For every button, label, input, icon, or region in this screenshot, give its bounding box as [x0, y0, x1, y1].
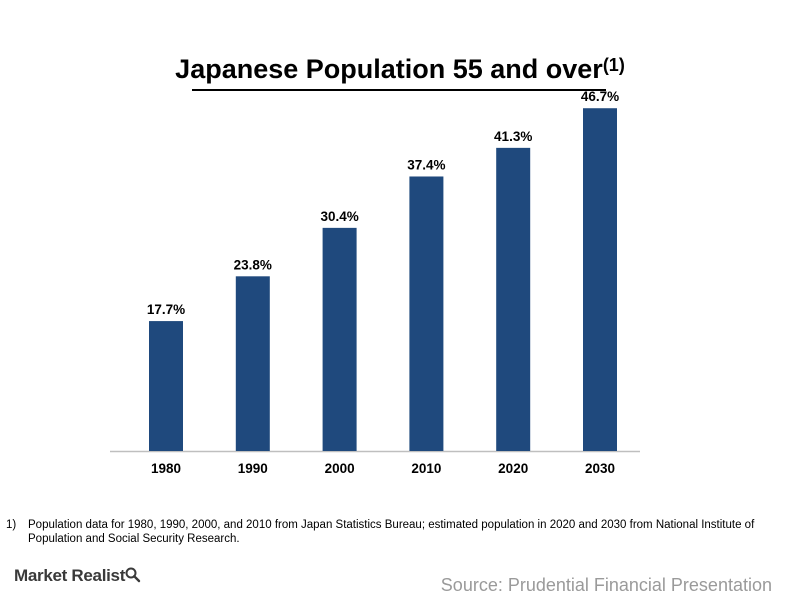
x-tick-label-2000: 2000 — [325, 461, 355, 476]
footnote-text: Population data for 1980, 1990, 2000, an… — [28, 519, 755, 545]
bar-1990 — [235, 276, 270, 451]
chart-title-superscript: (1) — [602, 55, 625, 75]
title-underline — [192, 89, 606, 91]
magnifier-icon — [125, 567, 141, 583]
chart-title: Japanese Population 55 and over(1) — [175, 52, 625, 86]
bar-1980 — [149, 321, 183, 451]
source-credit: Source: Prudential Financial Presentatio… — [440, 575, 772, 595]
data-label-2020: 41.3% — [494, 129, 532, 144]
brand-logo: Market Realist — [14, 566, 126, 585]
data-label-2000: 30.4% — [320, 209, 358, 224]
data-label-2010: 37.4% — [407, 157, 445, 172]
x-tick-label-2010: 2010 — [411, 461, 441, 476]
footnote-marker: 1) — [6, 519, 17, 531]
bar-2010 — [409, 176, 444, 451]
x-tick-label-2020: 2020 — [498, 461, 528, 476]
data-label-1980: 17.7% — [147, 302, 185, 317]
bar-2020 — [496, 147, 531, 451]
x-tick-label-2030: 2030 — [585, 461, 615, 476]
chart-title-text: Japanese Population 55 and over — [175, 54, 603, 84]
data-label-1990: 23.8% — [234, 257, 272, 272]
x-tick-label-1980: 1980 — [151, 461, 181, 476]
chart-title-wrap: Japanese Population 55 and over(1) — [0, 52, 800, 86]
x-tick-label-1990: 1990 — [238, 461, 268, 476]
bar-2000 — [322, 227, 357, 451]
data-label-2030: 46.7% — [581, 89, 619, 104]
bar-2030 — [583, 108, 617, 452]
